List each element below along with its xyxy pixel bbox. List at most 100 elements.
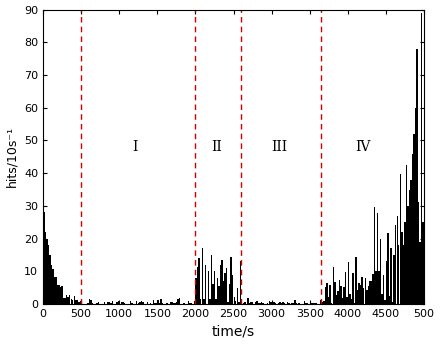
- Bar: [326, 283, 328, 304]
- Bar: [419, 242, 421, 304]
- Bar: [273, 302, 275, 304]
- Bar: [250, 302, 252, 304]
- Bar: [258, 303, 259, 304]
- Bar: [372, 275, 374, 304]
- Bar: [158, 300, 159, 304]
- Bar: [237, 288, 238, 304]
- Bar: [46, 239, 48, 304]
- Bar: [369, 281, 370, 304]
- Bar: [352, 273, 354, 304]
- Bar: [43, 212, 44, 304]
- X-axis label: time/s: time/s: [212, 324, 255, 338]
- Bar: [366, 290, 367, 304]
- Bar: [299, 303, 301, 304]
- Bar: [166, 303, 168, 304]
- Bar: [179, 298, 180, 304]
- Bar: [195, 278, 197, 304]
- Bar: [183, 303, 185, 304]
- Bar: [116, 302, 117, 304]
- Bar: [421, 13, 422, 304]
- Bar: [330, 285, 331, 304]
- Bar: [229, 284, 231, 304]
- Bar: [305, 303, 307, 304]
- Bar: [198, 258, 200, 304]
- Bar: [208, 271, 209, 304]
- Bar: [395, 225, 396, 304]
- Bar: [107, 302, 109, 304]
- Bar: [227, 302, 229, 304]
- Bar: [339, 280, 340, 304]
- Bar: [142, 302, 143, 304]
- Bar: [143, 303, 145, 304]
- Bar: [253, 303, 255, 304]
- Bar: [197, 267, 198, 304]
- Bar: [49, 255, 51, 304]
- Bar: [284, 303, 285, 304]
- Bar: [141, 301, 142, 304]
- Bar: [202, 248, 203, 304]
- Bar: [294, 300, 296, 304]
- Bar: [247, 298, 249, 304]
- Bar: [377, 213, 378, 304]
- Bar: [413, 134, 415, 304]
- Bar: [130, 301, 132, 304]
- Bar: [124, 303, 125, 304]
- Bar: [154, 303, 156, 304]
- Bar: [189, 303, 191, 304]
- Bar: [128, 303, 130, 304]
- Bar: [386, 261, 387, 304]
- Bar: [66, 295, 67, 304]
- Bar: [422, 222, 424, 304]
- Bar: [331, 303, 333, 304]
- Bar: [249, 303, 250, 304]
- Bar: [110, 303, 112, 304]
- Bar: [44, 232, 46, 304]
- Bar: [241, 303, 242, 304]
- Bar: [63, 298, 64, 304]
- Bar: [244, 302, 246, 304]
- Bar: [349, 294, 351, 304]
- Bar: [60, 287, 61, 304]
- Bar: [345, 271, 346, 304]
- Bar: [374, 207, 375, 304]
- Bar: [217, 278, 218, 304]
- Bar: [240, 261, 241, 304]
- Bar: [70, 299, 72, 304]
- Bar: [211, 255, 212, 304]
- Bar: [384, 300, 386, 304]
- Bar: [268, 301, 270, 304]
- Bar: [406, 165, 407, 304]
- Bar: [313, 303, 314, 304]
- Bar: [75, 300, 77, 304]
- Bar: [325, 287, 326, 304]
- Bar: [61, 286, 63, 304]
- Bar: [400, 174, 401, 304]
- Bar: [364, 279, 366, 304]
- Bar: [174, 303, 176, 304]
- Bar: [209, 299, 211, 304]
- Bar: [314, 303, 316, 304]
- Bar: [89, 300, 90, 304]
- Bar: [218, 286, 220, 304]
- Bar: [257, 301, 258, 304]
- Bar: [90, 300, 92, 304]
- Bar: [191, 303, 192, 304]
- Bar: [346, 297, 348, 304]
- Bar: [390, 248, 392, 304]
- Bar: [412, 153, 413, 304]
- Bar: [51, 265, 52, 304]
- Bar: [351, 299, 352, 304]
- Bar: [380, 239, 381, 304]
- Bar: [252, 302, 253, 304]
- Bar: [381, 294, 383, 304]
- Bar: [238, 302, 239, 304]
- Bar: [409, 190, 410, 304]
- Bar: [96, 303, 98, 304]
- Bar: [177, 299, 179, 304]
- Bar: [235, 301, 236, 304]
- Bar: [333, 267, 334, 304]
- Text: I: I: [132, 140, 137, 154]
- Bar: [320, 300, 322, 304]
- Bar: [370, 281, 372, 304]
- Bar: [323, 301, 325, 304]
